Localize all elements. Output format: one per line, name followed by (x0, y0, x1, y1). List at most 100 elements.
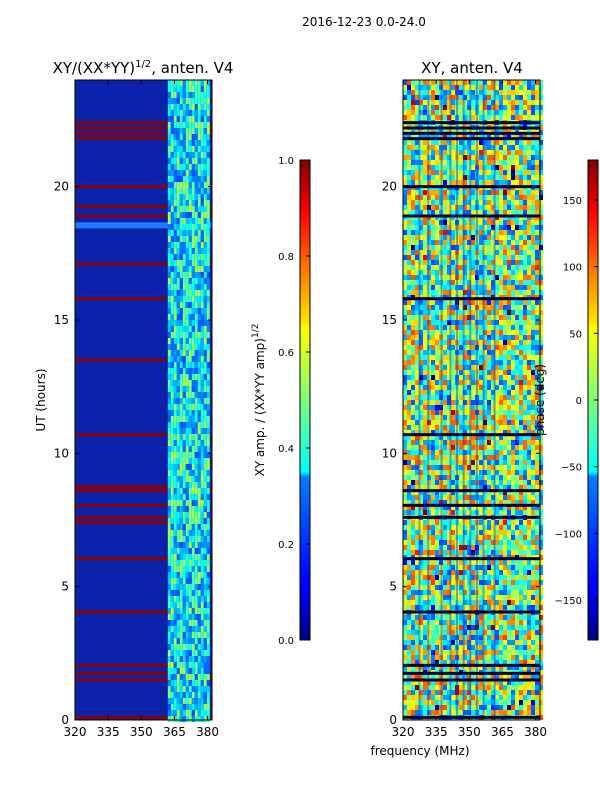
amplitude-cell (197, 584, 201, 590)
phase-cell (423, 335, 427, 340)
amplitude-cell (203, 170, 207, 176)
amplitude-cell (188, 476, 192, 482)
phase-cell (411, 170, 415, 175)
amplitude-cell (191, 584, 195, 590)
amplitude-cell (197, 296, 201, 302)
amplitude-cell (191, 86, 195, 92)
phase-cell (447, 355, 451, 360)
amplitude-plot-frame (74, 79, 213, 721)
amplitude-cell (182, 308, 186, 314)
phase-cell (511, 350, 515, 355)
phase-cell (419, 205, 423, 210)
phase-cell (519, 145, 523, 150)
phase-cell (403, 240, 407, 245)
phase-cell (467, 385, 471, 390)
phase-cell (467, 275, 471, 280)
phase-cell (451, 500, 455, 505)
amplitude-cell (173, 458, 177, 464)
phase-cell (407, 225, 411, 230)
amplitude-cell (176, 662, 180, 668)
amplitude-cell (176, 494, 180, 500)
amplitude-cell (188, 428, 192, 434)
amplitude-cell (194, 506, 198, 512)
amplitude-cell (179, 542, 183, 548)
amplitude-cell (191, 500, 195, 506)
amplitude-cell (182, 176, 186, 182)
amplitude-cell (191, 404, 195, 410)
amplitude-cell (179, 248, 183, 254)
amplitude-cell (197, 422, 201, 428)
amplitude-cell (197, 338, 201, 344)
phase-cell (407, 95, 411, 100)
phase-cell (423, 220, 427, 225)
phase-cell (515, 495, 519, 500)
phase-cell (435, 565, 439, 570)
phase-cell (431, 360, 435, 365)
phase-cell (539, 350, 543, 355)
phase-cell (491, 85, 495, 90)
phase-cell (519, 380, 523, 385)
amplitude-cell (173, 554, 177, 560)
phase-cell (535, 150, 539, 155)
phase-cell (467, 155, 471, 160)
amplitude-cell (185, 476, 189, 482)
phase-cell (403, 375, 407, 380)
phase-cell (439, 390, 443, 395)
phase-cell (427, 340, 431, 345)
amplitude-cell (188, 350, 192, 356)
amplitude-cell (185, 164, 189, 170)
phase-cell (539, 505, 543, 510)
phase-cell (483, 310, 487, 315)
phase-cell (415, 320, 419, 325)
phase-cell (535, 200, 539, 205)
phase-cell (519, 245, 523, 250)
amplitude-cell (176, 536, 180, 542)
phase-cell (527, 375, 531, 380)
phase-cell (495, 240, 499, 245)
phase-cell (411, 235, 415, 240)
phase-cell (499, 160, 503, 165)
phase-cell (499, 375, 503, 380)
amplitude-cell (191, 302, 195, 308)
phase-cell (479, 485, 483, 490)
phase-cell (403, 350, 407, 355)
phase-cell (451, 165, 455, 170)
amplitude-cell (200, 608, 204, 614)
phase-cell (419, 380, 423, 385)
phase-cell (467, 200, 471, 205)
amplitude-cell (200, 338, 204, 344)
phase-cell (423, 525, 427, 530)
phase-cell (491, 475, 495, 480)
phase-cell (483, 345, 487, 350)
phase-cell (419, 370, 423, 375)
phase-cell (535, 290, 539, 295)
amplitude-cell (170, 272, 174, 278)
phase-cell (507, 140, 511, 145)
phase-cell (419, 365, 423, 370)
phase-cell (463, 260, 467, 265)
amplitude-cell (167, 458, 171, 464)
phase-cell (495, 420, 499, 425)
phase-cell (407, 440, 411, 445)
phase-cell (463, 365, 467, 370)
phase-cell (471, 270, 475, 275)
phase-cell (511, 245, 515, 250)
phase-cell (491, 325, 495, 330)
phase-cell (535, 190, 539, 195)
phase-cell (407, 110, 411, 115)
phase-cell (419, 285, 423, 290)
phase-cell (447, 235, 451, 240)
amplitude-cell (191, 440, 195, 446)
amplitude-cell (179, 350, 183, 356)
amplitude-cell (185, 398, 189, 404)
phase-cell (539, 475, 543, 480)
phase-cell (531, 480, 535, 485)
amplitude-cell (194, 134, 198, 140)
phase-cell (431, 490, 435, 495)
phase-cell (471, 225, 475, 230)
phase-cell (539, 430, 543, 435)
phase-cell (423, 340, 427, 345)
phase-cell (479, 210, 483, 215)
amplitude-cell (197, 428, 201, 434)
phase-cell (423, 245, 427, 250)
